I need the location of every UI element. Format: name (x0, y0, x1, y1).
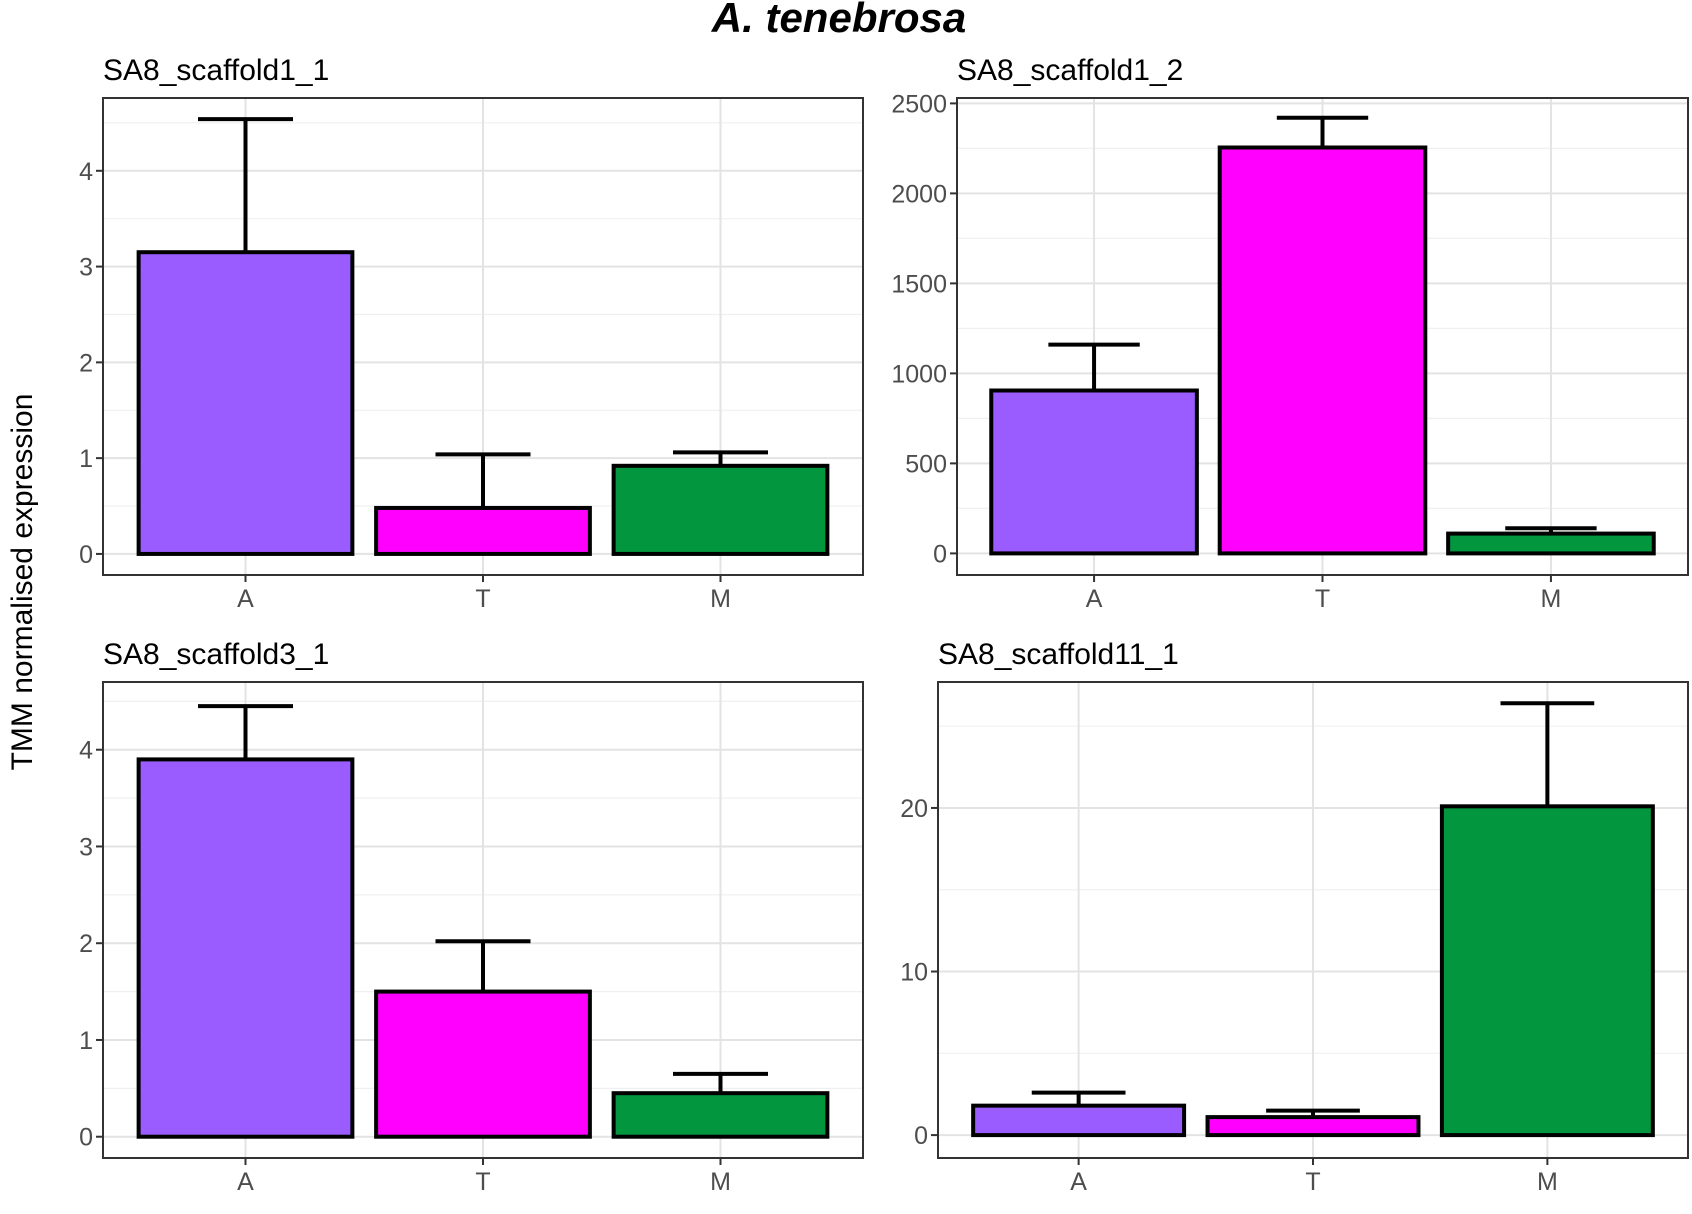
bar-T (374, 505, 592, 556)
y-tick-label: 0 (79, 541, 93, 569)
y-tick-label: 0 (914, 1122, 928, 1150)
bar-M (611, 1091, 830, 1139)
bar-A (971, 1103, 1187, 1138)
x-tick-label: A (1070, 1168, 1087, 1196)
x-tick-label: T (475, 1168, 490, 1196)
y-tick-label: 3 (79, 254, 93, 282)
panel-title: SA8_scaffold1_2 (957, 54, 1183, 87)
x-tick-label: A (237, 1168, 254, 1196)
bar-A (136, 250, 355, 556)
y-tick-label: 2500 (891, 90, 947, 118)
panel-title: SA8_scaffold1_1 (103, 54, 329, 87)
x-tick-label: M (710, 1168, 731, 1196)
y-axis-label: TMM normalised expression (6, 394, 39, 771)
x-tick-label: M (710, 585, 731, 613)
x-tick-label: M (1541, 585, 1562, 613)
x-tick-label: A (237, 585, 254, 613)
y-tick-label: 0 (79, 1124, 93, 1152)
bar-A (989, 388, 1199, 556)
panel-2: 0 500 1000 1500 2000 2500 A T M SA8_scaffold1_2 (891, 54, 1689, 613)
x-tick-label: T (1315, 585, 1330, 613)
panel-title: SA8_scaffold11_1 (938, 638, 1179, 671)
x-tick-label: M (1537, 1168, 1558, 1196)
y-tick-label: 1 (79, 445, 93, 473)
x-tick-label: A (1086, 585, 1103, 613)
y-tick-label: 0 (933, 540, 947, 568)
bar-M (1439, 804, 1655, 1138)
y-tick-label: 20 (900, 795, 928, 823)
panel-3: 0 1 2 3 4 A T M SA8_scaffold3_1 (79, 638, 864, 1196)
y-tick-label: 500 (905, 450, 947, 478)
y-tick-label: 1500 (891, 270, 947, 298)
panel-4: 0 10 20 A T M SA8_scaffold11_1 (900, 638, 1689, 1196)
bar-A (136, 757, 355, 1139)
x-tick-label: T (475, 585, 490, 613)
y-tick-label: 4 (79, 158, 93, 186)
x-tick-label: T (1305, 1168, 1320, 1196)
y-tick-label: 1 (79, 1027, 93, 1055)
y-tick-label: 1000 (891, 360, 947, 388)
y-tick-label: 2 (79, 930, 93, 958)
bar-T (1217, 145, 1428, 556)
y-tick-label: 10 (900, 959, 928, 987)
panel-title: SA8_scaffold3_1 (103, 638, 329, 671)
y-tick-label: 2000 (891, 180, 947, 208)
bar-M (611, 463, 830, 556)
bar-T (1205, 1115, 1421, 1138)
y-tick-label: 3 (79, 833, 93, 861)
figure-title: A. tenebrosa (711, 0, 966, 41)
y-tick-label: 4 (79, 737, 93, 765)
panel-1: 0 1 2 3 4 A T M SA8_scaffold1_1 (79, 54, 864, 613)
y-tick-label: 2 (79, 349, 93, 377)
bar-T (374, 989, 592, 1139)
bar-M (1446, 531, 1656, 556)
